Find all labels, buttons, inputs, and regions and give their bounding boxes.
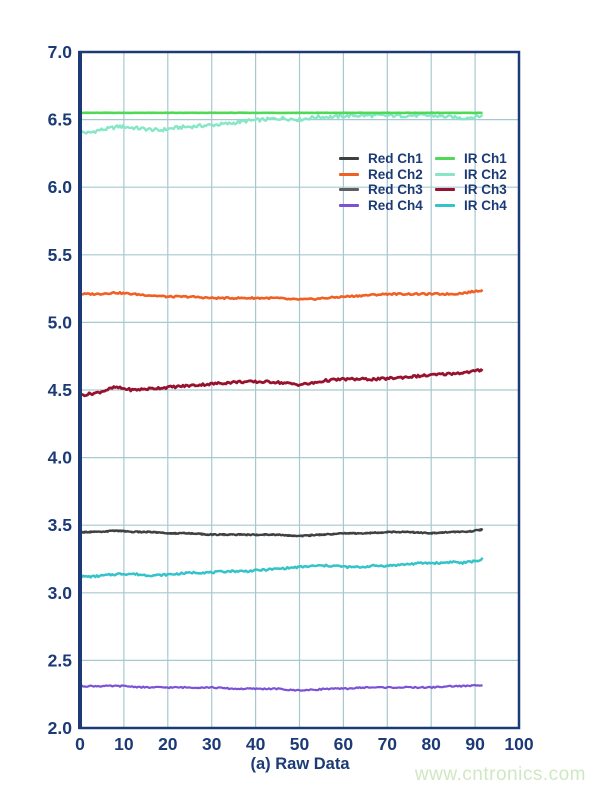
series-line-red-ch2 <box>79 288 484 301</box>
y-tick-label: 4.0 <box>48 448 73 468</box>
legend-label-red-ch2: Red Ch2 <box>368 166 423 182</box>
x-tick-label: 50 <box>290 734 310 754</box>
legend-label-ir-ch4: IR Ch4 <box>464 197 507 213</box>
x-tick-label: 70 <box>378 734 398 754</box>
x-tick-label: 10 <box>114 734 134 754</box>
legend-swatch-red-ch3 <box>339 188 359 192</box>
series-line-red-ch1 <box>79 528 484 538</box>
y-tick-label: 2.5 <box>48 650 73 670</box>
chart-legend: Red Ch1 IR Ch1 Red Ch2 IR Ch2 Red Ch3 IR Ch3 R… <box>339 151 507 213</box>
y-tick-label: 5.5 <box>48 245 73 265</box>
legend-label-ir-ch1: IR Ch1 <box>464 151 507 166</box>
x-tick-label: 20 <box>158 734 178 754</box>
legend-swatch-ir-ch3 <box>435 188 455 192</box>
x-axis-caption: (a) Raw Data <box>250 755 350 773</box>
series-line-ir-ch2 <box>79 112 484 135</box>
y-tick-label: 4.5 <box>48 380 73 400</box>
legend-swatch-ir-ch4 <box>435 204 455 208</box>
watermark: www.cntronics.com <box>414 764 586 785</box>
y-tick-label: 5.0 <box>48 312 73 332</box>
y-tick-label: 3.0 <box>48 583 73 603</box>
x-tick-label: 100 <box>504 734 533 754</box>
y-tick-label: 3.5 <box>48 515 73 535</box>
x-tick-label: 90 <box>465 734 485 754</box>
x-tick-label: 80 <box>421 734 441 754</box>
x-tick-label: 40 <box>246 734 266 754</box>
legend-swatch-red-ch4 <box>339 204 359 208</box>
y-tick-label: 6.0 <box>48 177 73 197</box>
legend-label-red-ch3: Red Ch3 <box>368 182 423 198</box>
series-line-red-ch4 <box>79 683 483 692</box>
legend-swatch-red-ch2 <box>339 172 359 176</box>
series-line-ir-ch4 <box>79 557 484 579</box>
legend-label-red-ch1: Red Ch1 <box>368 151 423 166</box>
y-tick-label: 6.5 <box>48 110 73 130</box>
legend-label-ir-ch3: IR Ch3 <box>464 182 507 198</box>
series-line-ir-ch3 <box>78 368 484 398</box>
legend-label-red-ch4: Red Ch4 <box>368 197 423 213</box>
legend-swatch-ir-ch1 <box>435 157 455 161</box>
x-tick-label: 0 <box>75 734 85 754</box>
x-tick-label: 30 <box>202 734 222 754</box>
legend-swatch-ir-ch2 <box>435 172 455 176</box>
y-tick-label: 2.0 <box>48 718 73 738</box>
y-tick-label: 7.0 <box>48 42 73 62</box>
legend-swatch-red-ch1 <box>339 157 359 161</box>
x-tick-label: 60 <box>334 734 354 754</box>
legend-label-ir-ch2: IR Ch2 <box>464 166 507 182</box>
